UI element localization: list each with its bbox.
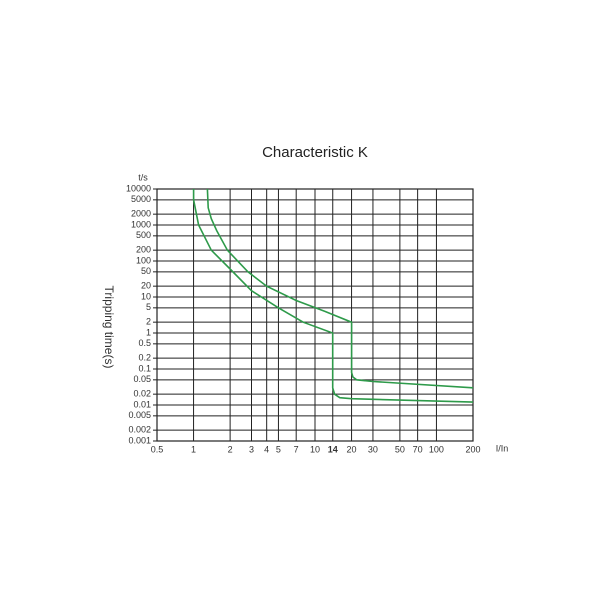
y-tick-label: 10 <box>141 291 151 301</box>
x-tick-label: 10 <box>310 444 320 454</box>
x-tick-label: 30 <box>368 444 378 454</box>
y-tick-label: 0.005 <box>128 410 151 420</box>
x-tick-label: 5 <box>276 444 281 454</box>
y-tick-label: 0.001 <box>128 435 151 445</box>
chart-title: Characteristic K <box>262 144 368 161</box>
y-tick-label: 0.05 <box>133 374 151 384</box>
y-tick-label: 100 <box>136 255 151 265</box>
x-tick-label: 7 <box>294 444 299 454</box>
y-tick-label: 5 <box>146 302 151 312</box>
y-tick-label: 0.002 <box>128 425 151 435</box>
x-tick-label: 1 <box>191 444 196 454</box>
curve <box>192 189 474 403</box>
x-tick-label: 200 <box>465 444 480 454</box>
y-tick-label: 0.5 <box>138 338 151 348</box>
x-tick-label: 0.5 <box>151 444 164 454</box>
y-tick-label: 500 <box>136 230 151 240</box>
y-tick-label: 1 <box>146 327 151 337</box>
y-unit-label: t/s <box>138 172 148 182</box>
y-tick-label: 50 <box>141 266 151 276</box>
y-tick-label: 10000 <box>126 183 151 193</box>
y-tick-label: 0.2 <box>138 353 151 363</box>
y-tick-label: 5000 <box>131 194 151 204</box>
plot-frame <box>156 188 474 442</box>
x-tick-label: 3 <box>249 444 254 454</box>
x-tick-label: 70 <box>413 444 423 454</box>
x-tick-label: 50 <box>395 444 405 454</box>
y-tick-label: 0.02 <box>133 389 151 399</box>
y-axis-label: Tripping time(s) <box>102 286 116 369</box>
y-tick-label: 20 <box>141 281 151 291</box>
y-tick-label: 0.1 <box>138 363 151 373</box>
x-unit-label: I/In <box>496 443 509 453</box>
x-tick-label: 100 <box>429 444 444 454</box>
x-tick-label: 2 <box>228 444 233 454</box>
x-tick-label: 14 <box>328 444 338 454</box>
curve <box>206 188 474 389</box>
y-tick-label: 2 <box>146 317 151 327</box>
y-tick-label: 0.01 <box>133 399 151 409</box>
x-tick-label: 20 <box>347 444 357 454</box>
x-tick-label: 4 <box>264 444 269 454</box>
y-tick-label: 200 <box>136 245 151 255</box>
y-tick-label: 1000 <box>131 219 151 229</box>
y-tick-label: 2000 <box>131 209 151 219</box>
